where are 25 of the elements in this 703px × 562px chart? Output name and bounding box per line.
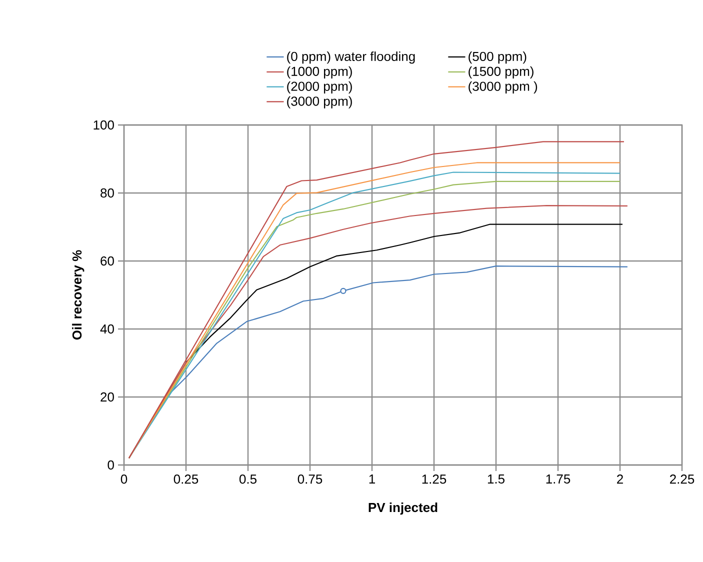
x-tick-label: 2.25: [670, 474, 694, 484]
legend-label: (2000 ppm): [287, 81, 352, 94]
legend-label: (3000 ppm ): [468, 81, 538, 94]
x-tick-label: 1: [369, 474, 375, 484]
y-tick-label: 40: [100, 324, 114, 334]
y-tick-label: 80: [100, 188, 114, 198]
x-tick-label: 1.25: [422, 474, 446, 484]
x-tick-label: 0.5: [239, 474, 256, 484]
legend-label: (1500 ppm): [468, 66, 534, 79]
legend-label: (0 ppm) water flooding: [287, 52, 415, 64]
x-tick-label: 2: [617, 474, 623, 484]
y-axis-title: Oil recovery %: [72, 250, 84, 340]
x-tick-label: 0.25: [174, 474, 198, 484]
x-tick-label: 1.5: [488, 474, 504, 484]
y-tick-label: 0: [108, 460, 114, 470]
y-tick-label: 60: [100, 256, 114, 266]
legend-label: (3000 ppm): [287, 96, 352, 108]
x-tick-label: 0: [120, 474, 128, 484]
legend-label: (1000 ppm): [287, 66, 352, 79]
x-axis-title: PV injected: [368, 502, 438, 515]
legend-label: (500 ppm): [468, 52, 526, 64]
x-tick-label: 1.75: [546, 474, 570, 484]
y-tick-label: 20: [100, 392, 114, 402]
x-tick-label: 0.75: [298, 474, 322, 484]
y-tick-label: 100: [94, 120, 114, 130]
